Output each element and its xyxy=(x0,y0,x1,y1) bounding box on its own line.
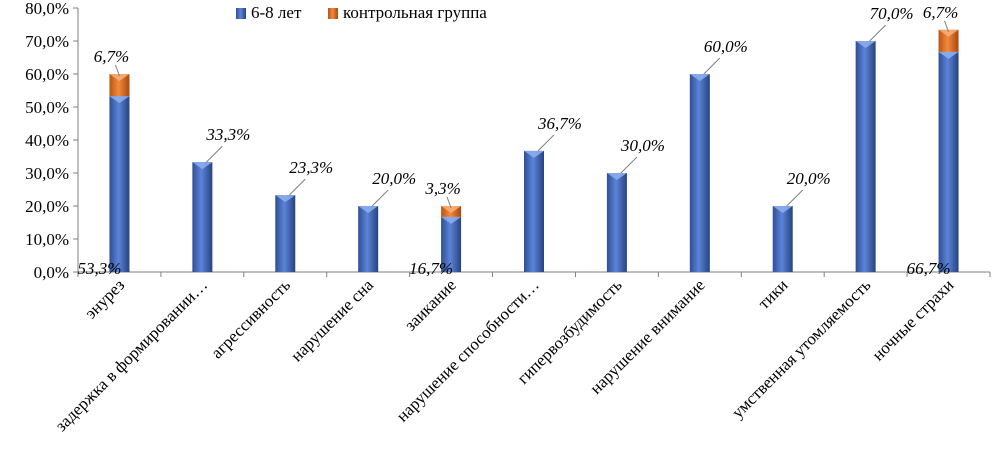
bar-6-8 xyxy=(275,195,296,272)
bar-6-8 xyxy=(109,96,130,272)
bar-6-8 xyxy=(855,41,876,272)
data-label-6-8: 60,0% xyxy=(704,37,748,56)
data-label-6-8: 53,3% xyxy=(77,259,121,278)
y-tick-label: 30,0% xyxy=(25,164,69,183)
y-tick-label: 40,0% xyxy=(25,131,69,150)
data-label-control-group: 6,7% xyxy=(94,47,129,66)
bar-cap xyxy=(109,74,130,81)
data-label-6-8: 66,7% xyxy=(907,259,951,278)
bar-6-8 xyxy=(689,74,710,272)
bar-cap xyxy=(441,216,462,224)
data-label-6-8: 33,3% xyxy=(205,125,250,144)
legend-item-6-8: 6-8 лет xyxy=(236,3,302,22)
y-tick-label: 10,0% xyxy=(25,230,69,249)
bar-cap xyxy=(524,150,544,158)
y-tick-label: 60,0% xyxy=(25,65,69,84)
label-leader-line xyxy=(446,196,452,209)
bar-cap xyxy=(772,206,793,213)
bar-cap xyxy=(275,195,296,203)
bar-cap xyxy=(855,41,876,48)
bar-cap xyxy=(192,162,213,170)
bar-6-8 xyxy=(358,206,379,272)
bar-6-8 xyxy=(192,162,213,272)
label-leader-line xyxy=(786,189,804,207)
data-label-6-8: 16,7% xyxy=(409,259,453,278)
x-tick-label: ночные страхи xyxy=(868,275,957,364)
legend-item-control-group: контрольная группа xyxy=(328,3,487,22)
y-tick-label: 50,0% xyxy=(25,98,69,117)
x-tick-label: умственная утомляемость xyxy=(728,275,875,422)
bar-6-8 xyxy=(938,51,959,272)
legend-label: 6-8 лет xyxy=(251,3,302,22)
y-tick-label: 0,0% xyxy=(34,263,69,282)
y-tick-label: 70,0% xyxy=(25,32,69,51)
x-tick-label: задержка в формировании… xyxy=(51,275,211,435)
x-tick-label: тики xyxy=(754,275,791,312)
bar-cap xyxy=(358,206,379,213)
bar-cap xyxy=(689,74,710,81)
label-leader-line xyxy=(206,145,223,163)
data-label-6-8: 20,0% xyxy=(787,169,831,188)
legend-label: контрольная группа xyxy=(343,3,487,22)
data-label-6-8: 23,3% xyxy=(289,158,333,177)
bar-control-group xyxy=(938,29,959,52)
label-leader-line xyxy=(371,189,389,207)
data-label-control-group: 3,3% xyxy=(424,179,460,198)
x-tick-label: заикание xyxy=(401,275,460,334)
x-tick-label: нарушение способности… xyxy=(393,275,543,425)
bar-6-8 xyxy=(606,173,627,272)
bar-cap xyxy=(606,173,627,180)
bar-cap xyxy=(938,51,959,59)
legend-swatch xyxy=(236,8,246,19)
label-leader-line xyxy=(288,178,306,196)
y-tick-label: 20,0% xyxy=(25,197,69,216)
bar-cap xyxy=(109,96,130,104)
bar-6-8 xyxy=(441,216,462,272)
bar-cap xyxy=(441,206,462,213)
bar-6-8 xyxy=(524,150,544,272)
x-tick-label: нарушение сна xyxy=(287,275,377,365)
label-leader-line xyxy=(620,156,638,174)
legend-swatch xyxy=(328,8,338,19)
data-label-6-8: 36,7% xyxy=(537,114,582,133)
bar-control-group xyxy=(109,74,130,97)
label-leader-line xyxy=(944,20,950,32)
data-label-6-8: 20,0% xyxy=(372,169,416,188)
bar-6-8 xyxy=(772,206,793,272)
y-tick-label: 80,0% xyxy=(25,0,69,18)
label-leader-line xyxy=(537,134,555,152)
data-label-control-group: 6,7% xyxy=(923,3,958,22)
label-leader-line xyxy=(703,57,721,75)
x-tick-label: энурез xyxy=(81,275,128,322)
label-leader-line xyxy=(114,64,120,77)
data-label-6-8: 30,0% xyxy=(620,136,665,155)
label-leader-line xyxy=(869,24,886,42)
x-tick-label: агрессивность xyxy=(207,275,294,362)
data-label-6-8: 70,0% xyxy=(870,4,914,23)
bar-cap xyxy=(938,29,959,37)
